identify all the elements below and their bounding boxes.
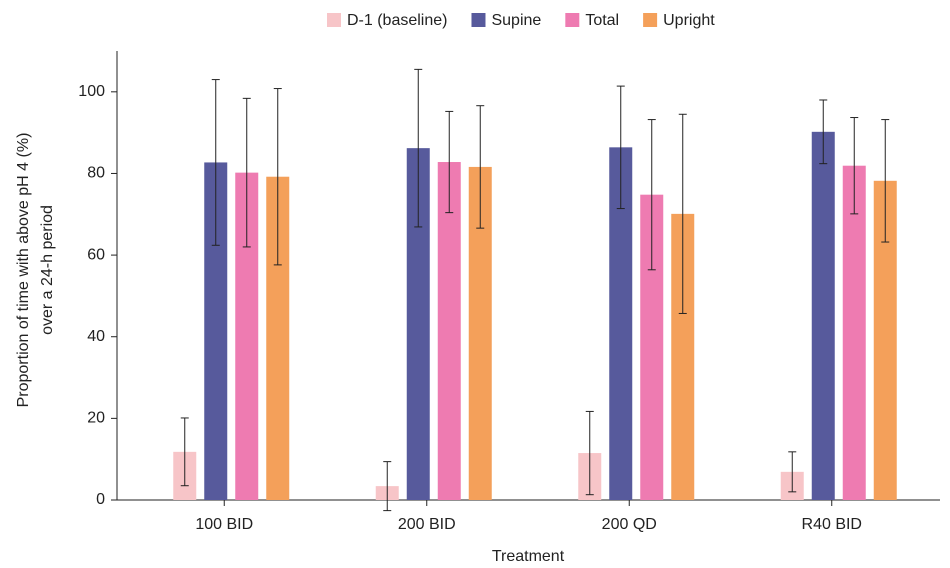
legend-label: Total — [585, 12, 619, 29]
y-axis-title: Proportion of time with above pH 4 (%) — [15, 133, 32, 408]
bar — [873, 180, 897, 500]
x-tick-label: 200 BID — [398, 516, 456, 533]
y-axis-title: over a 24-h period — [39, 205, 56, 335]
bar — [468, 166, 492, 500]
bar — [811, 131, 835, 500]
legend-swatch — [471, 13, 486, 27]
bar — [640, 194, 664, 500]
y-tick-label: 60 — [87, 246, 105, 263]
y-tick-label: 20 — [87, 410, 105, 427]
bar — [204, 162, 228, 500]
bar — [609, 147, 633, 500]
x-tick-label: R40 BID — [802, 516, 862, 533]
y-tick-label: 100 — [78, 83, 105, 100]
legend-swatch — [565, 13, 580, 27]
bar — [235, 172, 259, 500]
y-tick-label: 80 — [87, 165, 105, 182]
bar — [266, 176, 290, 500]
legend-label: Supine — [491, 12, 541, 29]
legend-swatch — [643, 13, 658, 27]
legend-swatch — [327, 13, 341, 27]
legend-label: D-1 (baseline) — [347, 12, 447, 29]
bar — [842, 165, 866, 500]
y-tick-label: 0 — [96, 491, 105, 508]
x-tick-label: 200 QD — [602, 516, 657, 533]
x-axis-title: Treatment — [492, 548, 565, 565]
legend-label: Upright — [663, 12, 715, 29]
x-tick-label: 100 BID — [195, 516, 253, 533]
bar — [671, 213, 695, 500]
bar — [406, 148, 430, 500]
y-tick-label: 40 — [87, 328, 105, 345]
bar — [437, 162, 461, 500]
